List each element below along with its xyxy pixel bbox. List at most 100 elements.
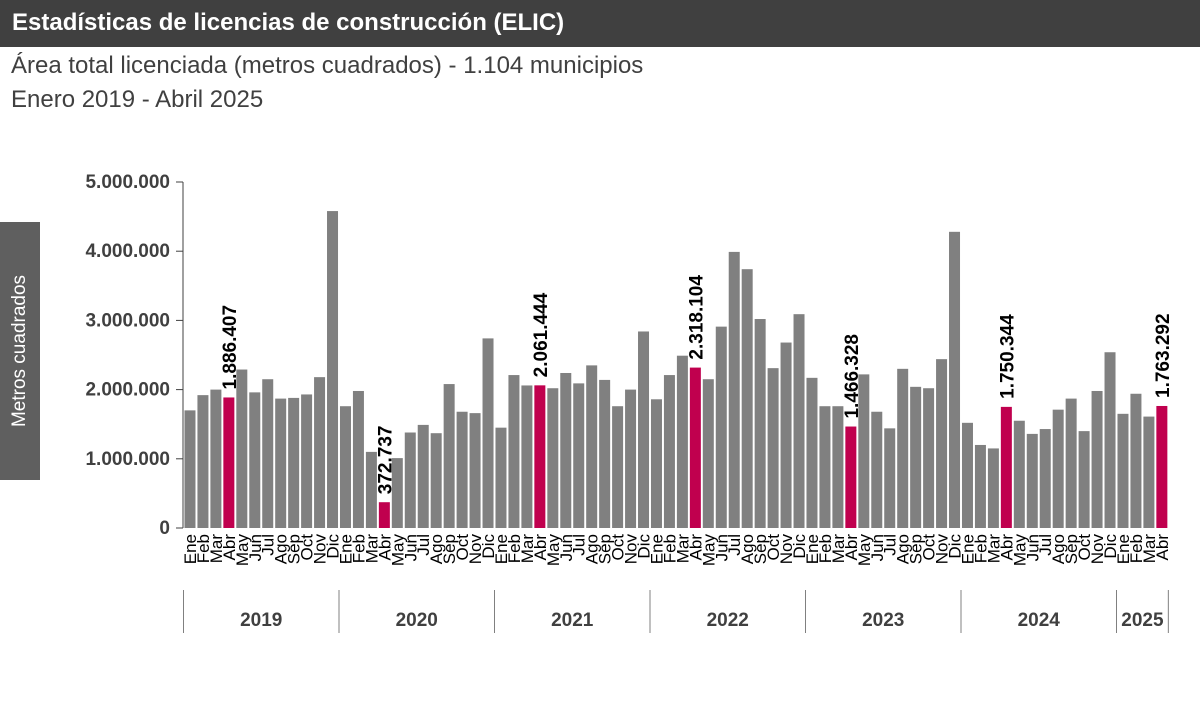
bar-2021-may: [547, 388, 559, 528]
bar-2022-dic: [793, 314, 805, 528]
bar-2020-ago: [430, 433, 442, 528]
bar-2023-jun: [871, 411, 883, 528]
month-label: Feb: [349, 534, 368, 563]
month-label: Ene: [1114, 534, 1133, 564]
month-label: Jul: [881, 534, 900, 556]
year-label-2024: 2024: [1018, 610, 1061, 631]
bar-2020-dic: [482, 338, 494, 528]
bar-2021-ago: [586, 365, 598, 528]
bar-2020-nov: [469, 413, 481, 528]
month-label: Mar: [1140, 534, 1159, 564]
bar-2024-may: [1013, 420, 1025, 528]
year-label-2022: 2022: [707, 610, 749, 631]
month-label: Abr: [1153, 534, 1172, 561]
data-label: 1.750.344: [997, 314, 1018, 399]
bar-2019-oct: [301, 394, 313, 528]
bar-2019-jun: [249, 392, 261, 528]
bar-2023-feb: [819, 406, 831, 528]
chart-title: Estadísticas de licencias de construcció…: [12, 9, 565, 36]
month-label: Oct: [764, 534, 783, 561]
bar-2020-jun: [404, 432, 416, 528]
month-label: Sep: [285, 534, 304, 564]
bar-2025-abr: [1156, 405, 1168, 528]
month-label: Mar: [518, 534, 537, 564]
bar-2022-ene: [650, 399, 662, 528]
y-tick-label: 3.000.000: [85, 310, 170, 331]
bar-2019-ago: [275, 398, 287, 528]
bar-2019-jul: [262, 379, 274, 528]
bar-2024-jul: [1039, 429, 1051, 528]
year-label-2020: 2020: [396, 610, 438, 631]
month-label: Feb: [505, 534, 524, 563]
month-label: Nov: [622, 534, 641, 565]
year-label-2025: 2025: [1121, 610, 1164, 631]
month-label: Ene: [958, 534, 977, 564]
month-label: May: [855, 534, 874, 567]
bar-2022-ago: [741, 269, 753, 528]
bar-2024-mar: [987, 448, 999, 528]
y-tick-label: 4.000.000: [85, 241, 170, 262]
data-label: 2.318.104: [686, 275, 707, 360]
month-label: Nov: [311, 534, 330, 565]
data-label: 1.466.328: [842, 334, 863, 419]
bar-2025-ene: [1117, 413, 1129, 528]
month-label: Abr: [686, 534, 705, 561]
bar-2022-feb: [663, 375, 675, 528]
month-label: Mar: [362, 534, 381, 564]
month-label: Nov: [1088, 534, 1107, 565]
y-tick-label: 0: [159, 518, 170, 539]
month-label: Oct: [920, 534, 939, 561]
bar-2019-may: [236, 369, 248, 528]
year-label-2023: 2023: [862, 610, 904, 631]
bar-2020-jul: [417, 424, 429, 528]
bar-2023-nov: [936, 359, 948, 528]
month-label: Ene: [336, 534, 355, 564]
bar-2020-sep: [443, 384, 455, 528]
month-label: Ago: [894, 534, 913, 564]
bar-2021-jun: [560, 372, 572, 528]
bar-2019-nov: [314, 377, 326, 528]
bar-2023-sep: [910, 386, 922, 528]
bar-2020-abr: [378, 502, 390, 528]
bar-2021-ene: [495, 427, 507, 528]
month-label: Abr: [531, 534, 550, 561]
bar-2021-jul: [573, 383, 585, 528]
year-label-2019: 2019: [240, 610, 282, 631]
month-label: Sep: [1062, 534, 1081, 564]
month-label: Abr: [375, 534, 394, 561]
bar-2023-jul: [884, 428, 896, 528]
bar-2023-oct: [923, 388, 935, 528]
month-label: Oct: [453, 534, 472, 561]
month-label: Jun: [712, 534, 731, 561]
month-label: Jun: [1023, 534, 1042, 561]
month-label: Nov: [933, 534, 952, 565]
month-label: May: [388, 534, 407, 567]
bar-2024-ene: [961, 422, 973, 528]
month-label: Sep: [751, 534, 770, 564]
bar-2019-ene: [184, 410, 196, 528]
bar-2023-ene: [806, 377, 818, 528]
y-axis-label-box: Metros cuadrados: [0, 222, 40, 480]
month-label: Mar: [829, 534, 848, 564]
month-label: Ene: [803, 534, 822, 564]
bar-2022-sep: [754, 319, 766, 528]
bar-2024-sep: [1065, 398, 1077, 528]
y-tick-label: 1.000.000: [85, 449, 170, 470]
month-label: Feb: [971, 534, 990, 563]
month-label: Jul: [1036, 534, 1055, 556]
month-label: Jun: [868, 534, 887, 561]
month-label: Feb: [660, 534, 679, 563]
month-label: Jul: [414, 534, 433, 556]
bar-2024-abr: [1000, 406, 1012, 528]
month-label: Oct: [298, 534, 317, 561]
bar-2023-may: [858, 374, 870, 528]
month-label: Abr: [220, 534, 239, 561]
bar-2020-mar: [365, 451, 377, 528]
bar-2023-dic: [949, 231, 961, 528]
bar-2025-mar: [1143, 416, 1155, 528]
bar-2019-sep: [288, 397, 300, 528]
bar-2024-feb: [974, 444, 986, 528]
bar-2022-may: [702, 379, 714, 528]
bar-2019-feb: [197, 395, 209, 528]
month-label: Jul: [570, 534, 589, 556]
